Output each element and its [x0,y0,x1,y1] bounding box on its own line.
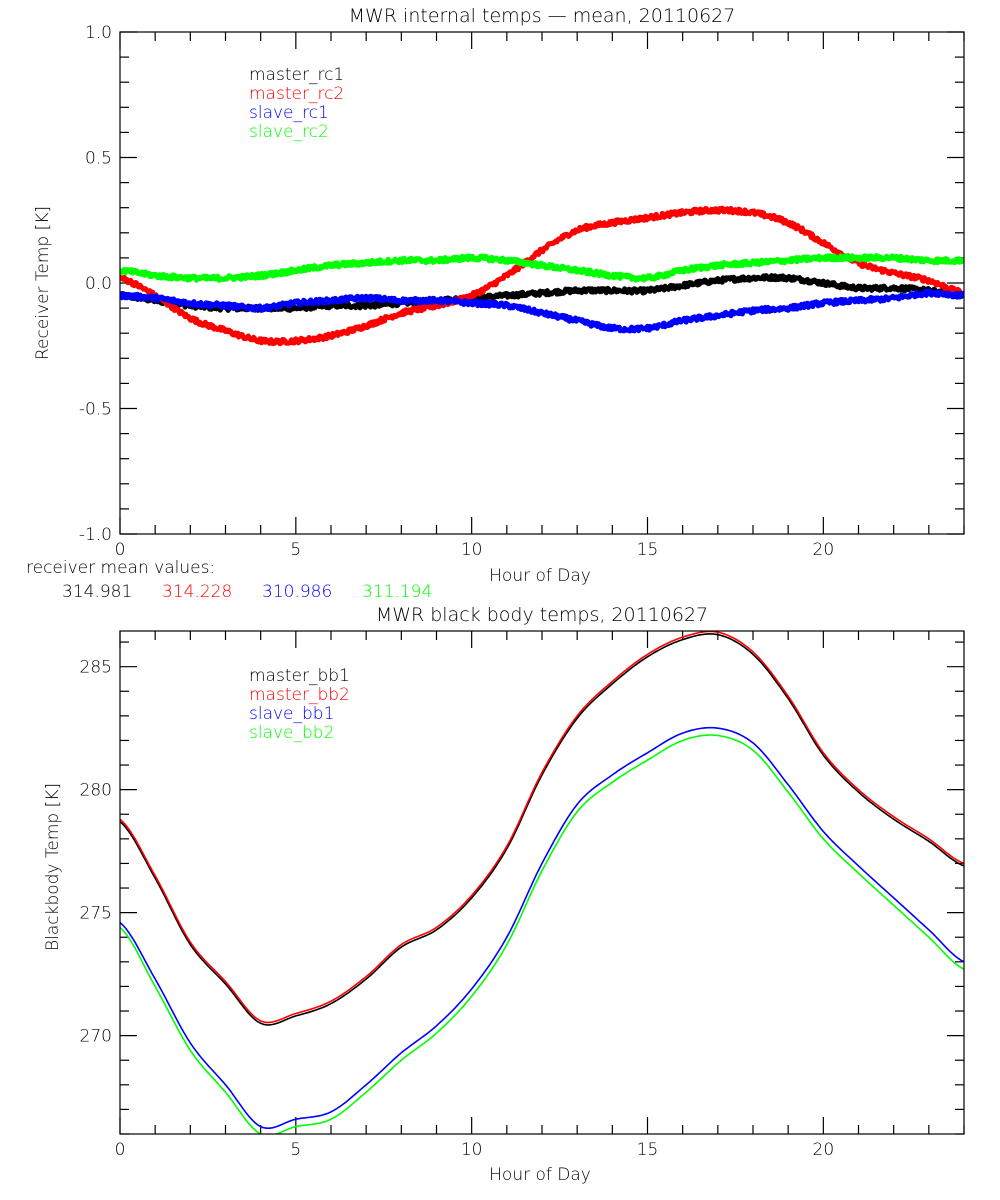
receiver-y-axis-label: Receiver Temp [K] [33,206,53,360]
series-line-master_bb2 [120,631,964,1024]
receiver-series-lines [120,205,964,347]
x-tick-label: 20 [813,1140,835,1160]
x-tick-label: 0 [115,1140,126,1160]
receiver-mean-value: 314.228 [162,582,232,602]
receiver-plot-frame [119,31,965,535]
receiver-mean-value: 311.194 [362,582,432,602]
receiver-mean-value: 314.981 [62,582,132,602]
blackbody-chart-title: MWR black body temps, 20110627 [376,604,708,626]
x-tick-label: 10 [461,1140,483,1160]
y-tick-label: -1.0 [79,525,112,545]
receiver-mean-values: 314.981 314.228 310.986 311.194 [62,582,432,602]
series-line-slave_rc1 [120,288,964,334]
x-tick-label: 5 [290,1140,301,1160]
series-line-master_bb1 [120,633,964,1026]
legend-entry-master_bb2: master_bb2 [249,685,350,705]
y-tick-label: 0.5 [85,149,112,169]
y-tick-label: -0.5 [79,400,112,420]
series-line-master_rc2 [120,205,964,347]
legend-entry-slave_bb1: slave_bb1 [249,704,334,724]
y-tick-label: 270 [80,1027,112,1047]
blackbody-temp-chart: MWR black body temps, 20110627 0 5 10 15 20 2… [43,604,965,1185]
x-tick-label: 15 [637,1140,659,1160]
series-line-slave_bb1 [120,726,964,1129]
legend-entry-slave_bb2: slave_bb2 [249,723,334,743]
blackbody-tick-labels: 0 5 10 15 20 270 275 280 285 [80,658,835,1160]
legend-entry-master_rc2: master_rc2 [249,84,344,104]
y-tick-label: 1.0 [85,23,112,43]
blackbody-y-axis-label: Blackbody Temp [K] [43,783,63,951]
y-tick-label: 275 [80,904,112,924]
legend-entry-slave_rc1: slave_rc1 [249,103,329,123]
blackbody-axis-ticks [119,631,965,1135]
x-tick-label: 15 [637,540,659,560]
series-line-slave_rc2 [120,253,964,283]
receiver-mean-value: 310.986 [262,582,332,602]
blackbody-series-lines [120,631,964,1134]
y-tick-label: 0.0 [85,274,112,294]
x-tick-label: 0 [115,540,126,560]
x-tick-label: 20 [813,540,835,560]
receiver-x-axis-label: Hour of Day [489,566,591,586]
receiver-tick-labels: 0 5 10 15 20 -1.0 -0.5 0.0 0.5 1.0 [79,23,834,560]
legend-entry-slave_rc2: slave_rc2 [249,122,329,142]
y-tick-label: 280 [80,781,112,801]
x-tick-label: 10 [461,540,483,560]
legend-entry-master_bb1: master_bb1 [249,666,350,686]
receiver-axis-ticks [119,31,965,535]
receiver-temp-chart: MWR internal temps — mean, 20110627 0 5 10… [26,5,965,602]
blackbody-plot-frame [119,630,965,1135]
receiver-mean-label: receiver mean values: [26,558,215,578]
y-tick-label: 285 [80,658,112,678]
receiver-chart-title: MWR internal temps — mean, 20110627 [349,5,736,27]
x-tick-label: 5 [290,540,301,560]
series-line-slave_bb2 [120,734,964,1134]
legend-entry-master_rc1: master_rc1 [249,65,344,85]
blackbody-x-axis-label: Hour of Day [489,1165,591,1185]
